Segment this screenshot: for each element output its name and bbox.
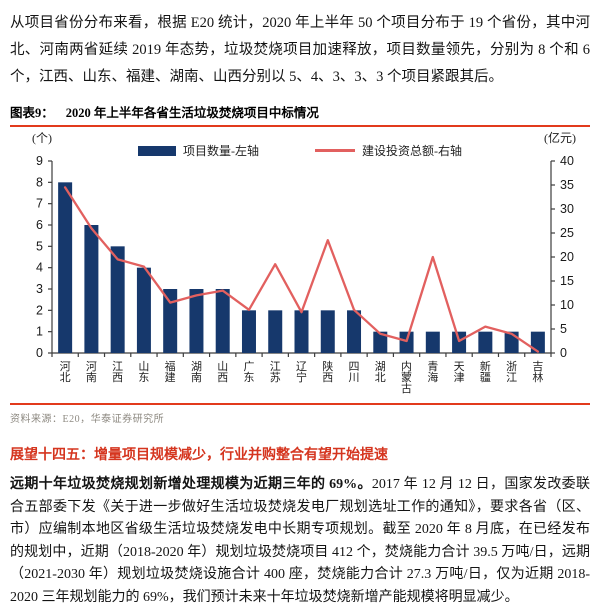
- right-axis-tick-label: 5: [560, 322, 567, 336]
- right-axis-tick-label: 20: [560, 250, 574, 264]
- bar-新疆: [478, 331, 493, 353]
- left-axis-tick-label: 0: [36, 346, 43, 360]
- bar-内蒙古: [399, 331, 414, 353]
- x-tick-label-河北: 河北: [60, 360, 71, 384]
- x-tick-label-陕西: 陕西: [322, 359, 333, 384]
- bar-河南: [84, 225, 99, 353]
- x-tick-label-江苏: 江苏: [270, 360, 281, 384]
- left-axis-tick-label: 2: [36, 303, 43, 317]
- right-axis-tick-label: 35: [560, 178, 574, 192]
- x-tick-label-青海: 青海: [427, 360, 438, 384]
- x-tick-label-四川: 四川: [349, 361, 360, 384]
- x-tick-label-湖南: 湖南: [191, 360, 202, 384]
- bar-陕西: [320, 310, 335, 353]
- left-axis-tick-label: 6: [36, 218, 43, 232]
- x-tick-label-江西: 江西: [112, 360, 123, 384]
- bar-吉林: [530, 331, 545, 353]
- left-axis-tick-label: 1: [36, 325, 43, 339]
- bar-福建: [163, 289, 178, 353]
- project-count-bars: [58, 182, 545, 353]
- x-axis: [51, 352, 552, 357]
- source-note: 资料来源：E20，华泰证券研究所: [10, 414, 165, 425]
- x-tick-label-湖北: 湖北: [375, 360, 386, 384]
- figure-title-row: 图表9： 2020 年上半年各省生活垃圾焚烧项目中标情况: [10, 100, 590, 127]
- x-tick-label-辽宁: 辽宁: [296, 360, 307, 384]
- left-axis-tick-label: 3: [36, 282, 43, 296]
- figure-9: 图表9： 2020 年上半年各省生活垃圾焚烧项目中标情况 (个) (亿元) 项目…: [10, 100, 590, 405]
- x-tick-label-内蒙古: 内蒙古: [401, 359, 412, 395]
- y-axis-right: 0 5 10 15 20 25 30 35 40: [550, 154, 574, 360]
- x-tick-label-浙江: 浙江: [506, 360, 517, 384]
- x-tick-label-新疆: 新疆: [480, 359, 491, 384]
- bar-辽宁: [294, 310, 309, 353]
- bar-湖南: [189, 289, 204, 353]
- figure-label: 图表9：: [10, 106, 54, 120]
- outlook-heading: 展望十四五：增量项目规模减少，行业并购整合有望开始提速: [10, 448, 388, 463]
- left-axis-tick-label: 7: [36, 197, 43, 211]
- intro-paragraph: 从项目省份分布来看，根据 E20 统计，2020 年上半年 50 个项目分布于 …: [10, 15, 590, 85]
- bar-青海: [425, 331, 440, 353]
- left-axis-tick-label: 5: [36, 239, 43, 253]
- x-tick-label-广东: 广东: [243, 360, 254, 384]
- bar-江西: [110, 246, 125, 353]
- outlook-body-text: 2017 年 12 月 12 日，国家发改委联合五部委下发《关于进一步做好生活垃…: [10, 477, 591, 605]
- right-axis-tick-label: 15: [560, 274, 574, 288]
- x-tick-label-山东: 山东: [138, 360, 149, 384]
- bar-湖北: [373, 331, 388, 353]
- left-axis-unit-label: (个): [32, 131, 52, 145]
- bar-江苏: [268, 310, 283, 353]
- left-axis-tick-label: 4: [36, 261, 43, 275]
- bar-山东: [136, 267, 151, 353]
- right-axis-tick-label: 40: [560, 154, 574, 168]
- figure-title: 2020 年上半年各省生活垃圾焚烧项目中标情况: [65, 106, 319, 120]
- y-axis-left: 0 1 2 3 4 5 6 7 8 9: [36, 154, 53, 360]
- x-tick-label-福建: 福建: [165, 359, 176, 384]
- investment-line: [63, 186, 540, 353]
- right-axis-unit-label: (亿元): [544, 131, 576, 145]
- x-tick-label-天津: 天津: [454, 361, 465, 384]
- x-tick-label-山西: 山西: [217, 360, 228, 384]
- right-axis-tick-label: 10: [560, 298, 574, 312]
- outlook-paragraph: 远期十年垃圾焚烧规划新增处理规模为近期三年的 69%。2017 年 12 月 1…: [10, 474, 590, 605]
- left-axis-tick-label: 9: [36, 154, 43, 168]
- x-tick-label-河南: 河南: [86, 360, 97, 384]
- x-tick-label-吉林: 吉林: [532, 360, 543, 384]
- right-axis-tick-label: 0: [560, 346, 567, 360]
- bar-山西: [215, 289, 230, 353]
- bar-四川: [347, 310, 362, 353]
- left-axis-tick-label: 8: [36, 175, 43, 189]
- bar-天津: [452, 331, 467, 353]
- bar-河北: [58, 182, 73, 353]
- bar-广东: [241, 310, 256, 353]
- right-axis-tick-label: 25: [560, 226, 574, 240]
- bar-line-chart-svg: 0 1 2 3 4 5 6 7 8 9 0 5 10 15 20 25 30 35 40 河北河南江西山东福建湖南山西…: [36, 154, 574, 395]
- outlook-lead-sentence: 远期十年垃圾焚烧规划新增处理规模为近期三年的 69%。: [10, 477, 372, 492]
- right-axis-tick-label: 30: [560, 202, 574, 216]
